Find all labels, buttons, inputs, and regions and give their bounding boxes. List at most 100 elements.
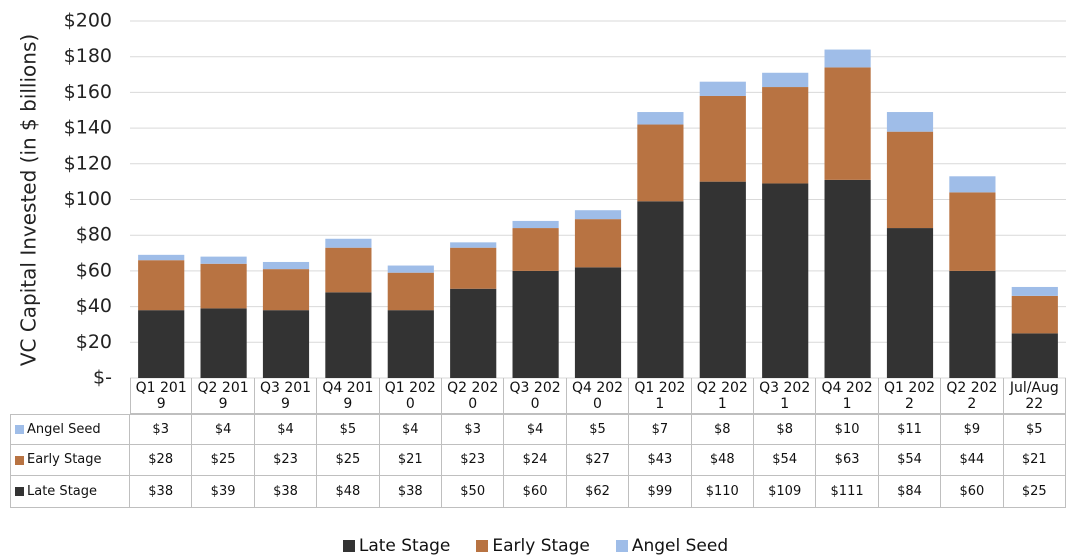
- table-row-header: Angel Seed: [10, 414, 130, 445]
- table-cell: $44: [941, 445, 1004, 476]
- table-cell: $23: [254, 445, 318, 476]
- bar-segment: [262, 269, 310, 311]
- legend-item: Early Stage: [476, 536, 590, 556]
- table-cell: $27: [566, 445, 630, 476]
- bar-segment: [450, 247, 497, 289]
- table-cell: $43: [629, 445, 692, 476]
- bar-segment: [699, 95, 746, 182]
- category-label: Q4 2019: [317, 378, 380, 414]
- table-cell: $109: [754, 476, 817, 508]
- table-cell: $21: [1003, 445, 1066, 476]
- bar-segment: [949, 192, 996, 271]
- table-cell: $50: [442, 476, 505, 508]
- legend-swatch: [615, 540, 628, 552]
- table-cell: $25: [317, 445, 380, 476]
- table-cell: $3: [130, 414, 193, 445]
- legend-label: Angel Seed: [631, 536, 729, 556]
- bar-segment: [824, 179, 871, 378]
- bar-segment: [949, 176, 996, 193]
- legend-swatch: [342, 540, 355, 552]
- bar-segment: [325, 292, 372, 378]
- table-cell: $25: [192, 445, 255, 476]
- legend: Late Stage Early Stage Angel Seed: [0, 536, 1071, 556]
- y-tick-label: $40: [76, 295, 112, 317]
- category-label: Q3 2021: [754, 378, 817, 414]
- table-cell: $48: [691, 445, 754, 476]
- y-tick-label: $20: [76, 331, 112, 353]
- table-cell: $48: [317, 476, 380, 508]
- legend-key: [15, 487, 24, 496]
- bar-segment: [387, 265, 434, 273]
- category-label: Q2 2022: [941, 378, 1004, 414]
- table-cell: $38: [254, 476, 318, 508]
- table-row-header: Early Stage: [10, 445, 130, 476]
- bar-segment: [637, 124, 684, 202]
- y-tick-label: $80: [76, 224, 112, 246]
- table-cell: $9: [941, 414, 1004, 445]
- table-cell: $38: [379, 476, 442, 508]
- bar-segment: [886, 131, 934, 229]
- bar-segment: [262, 310, 310, 378]
- table-cell: $7: [629, 414, 692, 445]
- bar-segment: [1011, 286, 1058, 296]
- category-label: Q2 2019: [192, 378, 255, 414]
- table-cell: $23: [442, 445, 505, 476]
- bar-segment: [1011, 295, 1058, 334]
- bar-segment: [824, 67, 871, 180]
- y-tick-label: $120: [64, 152, 112, 174]
- table-cell: $84: [878, 476, 942, 508]
- legend-swatch: [476, 540, 489, 552]
- bar-segment: [699, 81, 746, 96]
- bar-segment: [762, 87, 809, 184]
- bar-segment: [138, 310, 185, 378]
- table-cell: $4: [192, 414, 255, 445]
- table-cell: $4: [379, 414, 442, 445]
- y-tick-label: $100: [64, 188, 112, 210]
- bar-segment: [200, 256, 247, 264]
- category-label: Q2 2021: [691, 378, 754, 414]
- bar-segment: [637, 112, 684, 125]
- table-cell: $24: [504, 445, 567, 476]
- bar-segment: [200, 308, 247, 378]
- bar-segment: [949, 270, 996, 378]
- category-label: Q1 2022: [878, 378, 942, 414]
- legend-key: [15, 425, 24, 434]
- legend-label: Late Stage: [358, 536, 451, 556]
- category-label: Q3 2019: [254, 378, 318, 414]
- category-label: Jul/Aug 22: [1003, 378, 1066, 414]
- legend-item: Angel Seed: [615, 536, 729, 556]
- bar-segment: [699, 181, 746, 378]
- category-label: Q1 2019: [130, 378, 193, 414]
- bar-segment: [574, 210, 622, 220]
- row-label: Late Stage: [27, 483, 98, 499]
- legend-label: Early Stage: [492, 536, 590, 556]
- y-axis-label: VC Capital Invested (in $ billions): [17, 34, 41, 366]
- table-cell: $38: [130, 476, 193, 508]
- bar-segment: [762, 183, 809, 378]
- bar-segment: [574, 219, 622, 268]
- table-cell: $3: [442, 414, 505, 445]
- y-tick-label: $60: [76, 259, 112, 281]
- category-label: Q4 2020: [566, 378, 630, 414]
- bar-segment: [325, 247, 372, 293]
- bar-segment: [1011, 333, 1058, 378]
- row-label: Early Stage: [27, 452, 102, 467]
- bar-segment: [574, 267, 622, 378]
- table-cell: $10: [816, 414, 879, 445]
- table-cell: $5: [1003, 414, 1066, 445]
- table-cell: $54: [754, 445, 817, 476]
- y-tick-label: $160: [64, 81, 112, 103]
- table-cell: $8: [754, 414, 817, 445]
- category-label: Q1 2020: [379, 378, 442, 414]
- category-label: Q1 2021: [629, 378, 692, 414]
- table-row-header: Late Stage: [10, 476, 130, 508]
- bar-segment: [886, 112, 934, 132]
- bar-segment: [512, 228, 559, 271]
- category-label: Q3 2020: [504, 378, 567, 414]
- table-cell: $11: [878, 414, 942, 445]
- bar-segment: [138, 260, 185, 311]
- table-cell: $63: [816, 445, 879, 476]
- table-cell: $4: [254, 414, 318, 445]
